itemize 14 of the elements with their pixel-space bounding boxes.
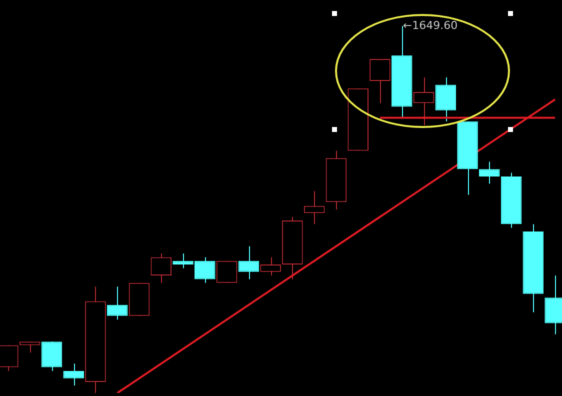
candlestick — [106, 286, 128, 320]
candlestick — [370, 58, 390, 104]
candlestick — [41, 341, 62, 372]
candlestick — [150, 253, 172, 284]
candlestick — [479, 161, 500, 184]
candlestick — [238, 246, 260, 280]
annotation: ←1649.60 — [402, 18, 458, 32]
candlestick — [172, 253, 194, 269]
candlestick — [435, 76, 456, 122]
candlestick — [63, 363, 84, 386]
candlestick — [413, 76, 434, 126]
candlestick — [304, 190, 325, 225]
candlestick — [260, 256, 281, 276]
candlestick — [194, 256, 216, 284]
